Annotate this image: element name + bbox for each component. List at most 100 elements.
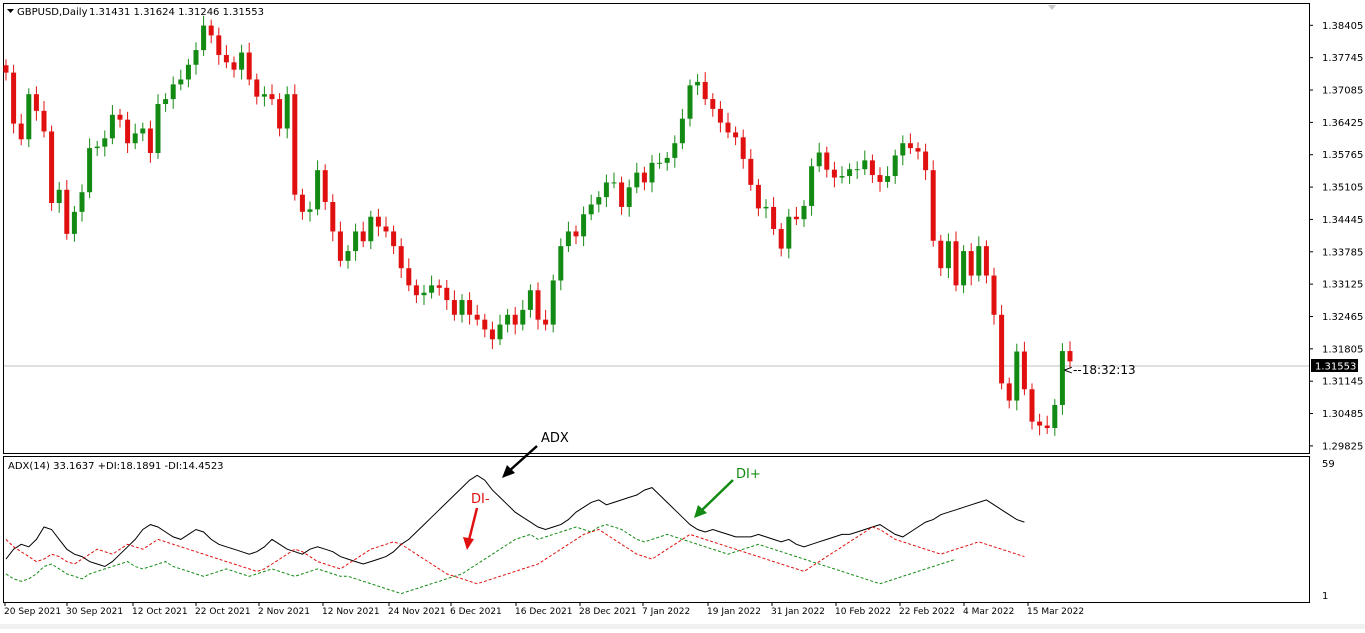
candles-group [3, 15, 1073, 436]
candle [596, 191, 602, 213]
candle-body [451, 300, 457, 315]
candle-body [208, 25, 214, 36]
candle [831, 161, 837, 188]
candle-body [489, 329, 495, 340]
candle [185, 58, 191, 88]
candle [33, 86, 39, 121]
candle [923, 143, 929, 180]
candle [930, 160, 936, 247]
candle-body [900, 143, 906, 156]
candle [1037, 413, 1043, 436]
candle-body [725, 122, 731, 133]
candle-body [87, 148, 93, 193]
indicator-panel[interactable] [3, 456, 1310, 603]
di-plus-annotation: DI+ [736, 467, 761, 482]
candle [672, 135, 678, 168]
candle [953, 231, 959, 292]
indicator-lines-group [5, 474, 1025, 595]
candle-body [406, 268, 412, 286]
candle [444, 279, 450, 310]
candle [907, 133, 913, 154]
candle-body [991, 275, 997, 315]
candle [550, 274, 556, 333]
candle-body [755, 184, 761, 209]
candle-body [672, 143, 678, 158]
candle [330, 194, 336, 242]
candle-body [877, 175, 883, 182]
candle-body [467, 300, 473, 315]
candle [778, 223, 784, 257]
candle-body [1029, 389, 1035, 422]
candle-body [193, 50, 199, 65]
candle [968, 243, 974, 286]
candle [961, 245, 967, 294]
price-tick-label: 1.35105 [1322, 183, 1363, 194]
candle [771, 197, 777, 235]
candle [558, 238, 564, 291]
ohlc-values: 1.31431 1.31624 1.31246 1.31553 [89, 7, 264, 18]
candle [854, 161, 860, 179]
candle-body [961, 251, 967, 286]
candle [657, 153, 663, 169]
candle [793, 206, 799, 226]
candle-body [368, 216, 374, 242]
time-tick-label: 12 Oct 2021 [132, 607, 188, 617]
chart-shift-icon[interactable] [1048, 5, 1056, 10]
candle [649, 154, 655, 193]
candle-body [246, 52, 252, 80]
candle [512, 306, 518, 335]
candle [824, 146, 830, 178]
candle [18, 113, 24, 146]
candle [976, 236, 982, 282]
candle [413, 279, 419, 304]
candle [816, 142, 822, 173]
candle [999, 304, 1005, 390]
candle-body [56, 189, 62, 204]
candle [527, 284, 533, 318]
candle [254, 73, 260, 105]
candle-body [938, 240, 944, 269]
candle [11, 64, 17, 134]
symbol-menu-icon[interactable] [7, 9, 14, 13]
candle [505, 308, 511, 333]
candle-body [573, 231, 579, 237]
candle-body [1021, 351, 1027, 390]
candle-body [1059, 351, 1065, 405]
candle [740, 129, 746, 169]
price-tick-label: 1.34445 [1322, 215, 1363, 226]
candle-body [497, 324, 503, 340]
main-chart-panel[interactable] [3, 3, 1310, 454]
candle-body [421, 292, 427, 296]
candle-body [588, 204, 594, 215]
candle [193, 42, 199, 75]
candle [277, 93, 283, 137]
price-tick-label: 1.32465 [1322, 312, 1363, 323]
price-tick-label: 1.38405 [1322, 21, 1363, 32]
time-tick-label: 7 Jan 2022 [642, 607, 690, 617]
price-tick-label: 1.31145 [1322, 377, 1363, 388]
candle-body [733, 132, 739, 138]
candle-body [885, 176, 891, 182]
candle-body [664, 157, 670, 163]
candle-body [771, 206, 777, 229]
candle [1021, 341, 1027, 396]
candle-body [763, 206, 769, 209]
candle [322, 164, 328, 210]
candle-body [216, 35, 222, 55]
candle [748, 149, 754, 191]
candle [786, 208, 792, 259]
candle [482, 313, 488, 338]
time-tick-label: 10 Feb 2022 [835, 607, 891, 617]
candle-body [79, 192, 85, 212]
candle [892, 149, 898, 184]
candle-body [809, 166, 815, 206]
candle-body [64, 189, 70, 234]
candle [634, 162, 640, 194]
price-axis[interactable]: 1.38405 1.37745 1.37085 1.36425 1.35765 1.351… [1309, 21, 1363, 453]
candle-body [353, 231, 359, 252]
candle-body [687, 85, 693, 119]
candle [163, 93, 169, 112]
chart-tabs-bar[interactable] [0, 624, 1365, 629]
time-axis[interactable]: 20 Sep 2021 30 Sep 2021 12 Oct 2021 22 Oct … [4, 602, 1084, 617]
